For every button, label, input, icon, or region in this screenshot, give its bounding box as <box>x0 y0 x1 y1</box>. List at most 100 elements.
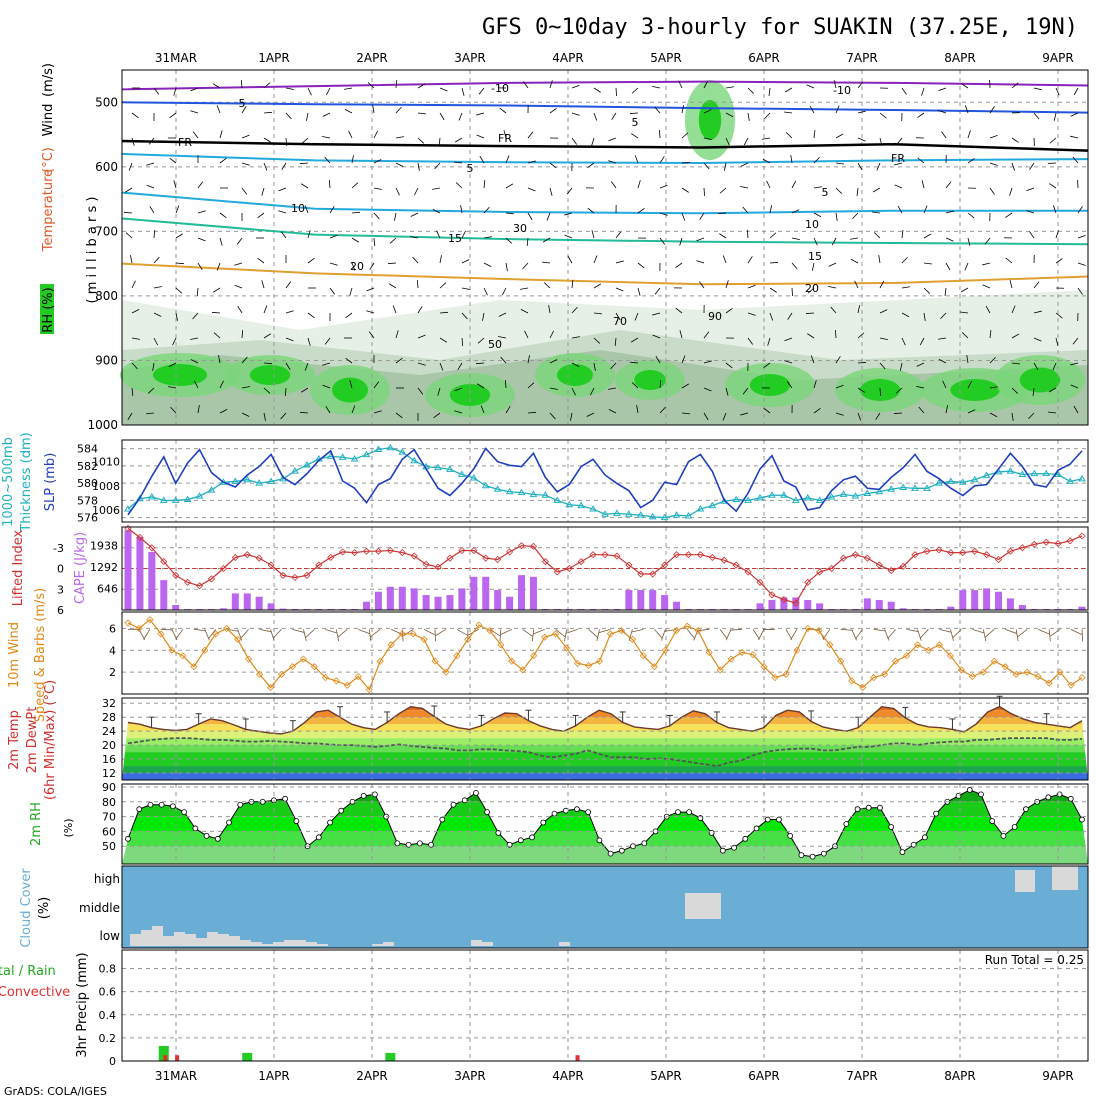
wind-barb <box>542 237 551 243</box>
wind-barb <box>522 262 529 270</box>
ylabel-cloud-cover-units: (%) <box>37 897 52 920</box>
wind-barb <box>923 205 928 214</box>
wind-speed-point <box>519 666 527 674</box>
wind-barb <box>328 179 331 189</box>
wind-barb <box>526 237 529 246</box>
cloud-cover-panel: high middle low Cloud Cover (%) <box>19 865 1089 949</box>
wind-barb <box>593 362 596 371</box>
wind-barb <box>410 212 419 217</box>
thickness-point <box>863 489 872 497</box>
wind-barb <box>856 187 859 196</box>
wind-barb <box>967 130 971 139</box>
wind-barb <box>790 155 793 164</box>
thickness-point <box>255 479 264 486</box>
wind-barb <box>213 332 221 339</box>
wind-barb <box>153 312 162 317</box>
wind-barb <box>571 84 580 89</box>
panel-frame <box>121 865 1089 949</box>
wind-barb <box>631 382 639 389</box>
wind-barb <box>456 628 468 636</box>
lifted-index-tick-label: 6 <box>57 604 64 617</box>
wind-barb <box>432 209 441 214</box>
lifted-index-point <box>816 568 824 576</box>
thickness-point <box>970 475 979 483</box>
wind-barb <box>477 337 485 344</box>
temperature-tick-label: 24 <box>102 725 116 738</box>
wind-barb <box>762 158 771 164</box>
wind-barb <box>172 337 177 346</box>
wind-barb <box>546 212 551 221</box>
wind-barb <box>285 310 294 314</box>
lifted-index-point <box>315 561 323 569</box>
wind-barb <box>373 410 382 414</box>
wind-speed-point <box>837 657 845 665</box>
wind-barb <box>1033 87 1042 91</box>
wind-speed-point <box>453 652 461 660</box>
thickness-point <box>732 495 741 503</box>
wind-barb <box>850 237 859 240</box>
wind-barb <box>876 162 881 171</box>
wind-barb <box>586 412 595 417</box>
wind-barb <box>241 386 250 389</box>
wind-barb <box>345 357 353 364</box>
wind-barb <box>593 337 601 344</box>
rh-point <box>125 835 131 842</box>
wind-barb <box>631 628 644 633</box>
wind-barb <box>498 312 507 317</box>
lifted-index-point <box>219 564 227 573</box>
wind-barb <box>1037 628 1050 635</box>
wind-barb <box>478 87 485 95</box>
wind-barb <box>637 207 645 214</box>
cape-bar <box>470 576 478 610</box>
wind-barb <box>769 205 773 214</box>
wind-barb <box>989 412 998 418</box>
thickness-point <box>779 491 788 498</box>
wind-barb <box>263 387 271 394</box>
top-date-label: 4APR <box>552 51 583 65</box>
lifted-index-point <box>541 558 549 566</box>
wind-barb <box>785 132 793 139</box>
cape-bar <box>1006 598 1014 610</box>
wind-barb <box>813 237 818 246</box>
contour-label: 15 <box>448 232 462 245</box>
wind-barb <box>394 212 397 221</box>
wind-barb <box>322 384 331 389</box>
thickness-point <box>601 510 609 517</box>
rh-point <box>562 807 569 814</box>
ylabel-minmax: (6hr Min/Max) (°C) <box>43 680 58 800</box>
panel-frame <box>121 697 1089 781</box>
rh-point <box>585 809 592 816</box>
thickness-point <box>434 463 442 471</box>
lifted-index-point <box>720 556 728 564</box>
total-precip-bar <box>242 1052 253 1061</box>
wind-barb <box>634 312 639 321</box>
wind-barb <box>351 262 356 271</box>
wind-barb <box>351 237 359 243</box>
low-cloud-bar <box>306 942 317 946</box>
wind-barb <box>143 629 151 640</box>
ylabel-wind-10m: 10m Wind <box>7 622 22 688</box>
wind-barb <box>175 233 183 239</box>
thickness-point <box>1006 467 1015 474</box>
wind-barb <box>916 362 925 367</box>
cape-bar <box>780 597 788 610</box>
wind-barb <box>1011 387 1019 394</box>
thickness-point <box>481 481 490 489</box>
wind-barb <box>615 231 622 239</box>
run-total-annotation: Run Total = 0.25 <box>985 953 1084 967</box>
wind-barb <box>236 237 243 245</box>
wind-speed-point <box>310 663 318 671</box>
wind-speed-point <box>563 644 571 652</box>
rh-point <box>405 841 412 848</box>
wind-barb <box>894 184 903 189</box>
lifted-index-point <box>506 548 514 556</box>
wind-barb <box>307 257 315 264</box>
wind-barb <box>345 312 353 319</box>
wind-barb <box>681 212 686 221</box>
wind-barb <box>502 287 507 296</box>
rh-point <box>360 792 367 799</box>
cloud-background <box>122 866 1088 948</box>
wind-barb <box>593 255 598 264</box>
wind-barb <box>1073 405 1079 414</box>
